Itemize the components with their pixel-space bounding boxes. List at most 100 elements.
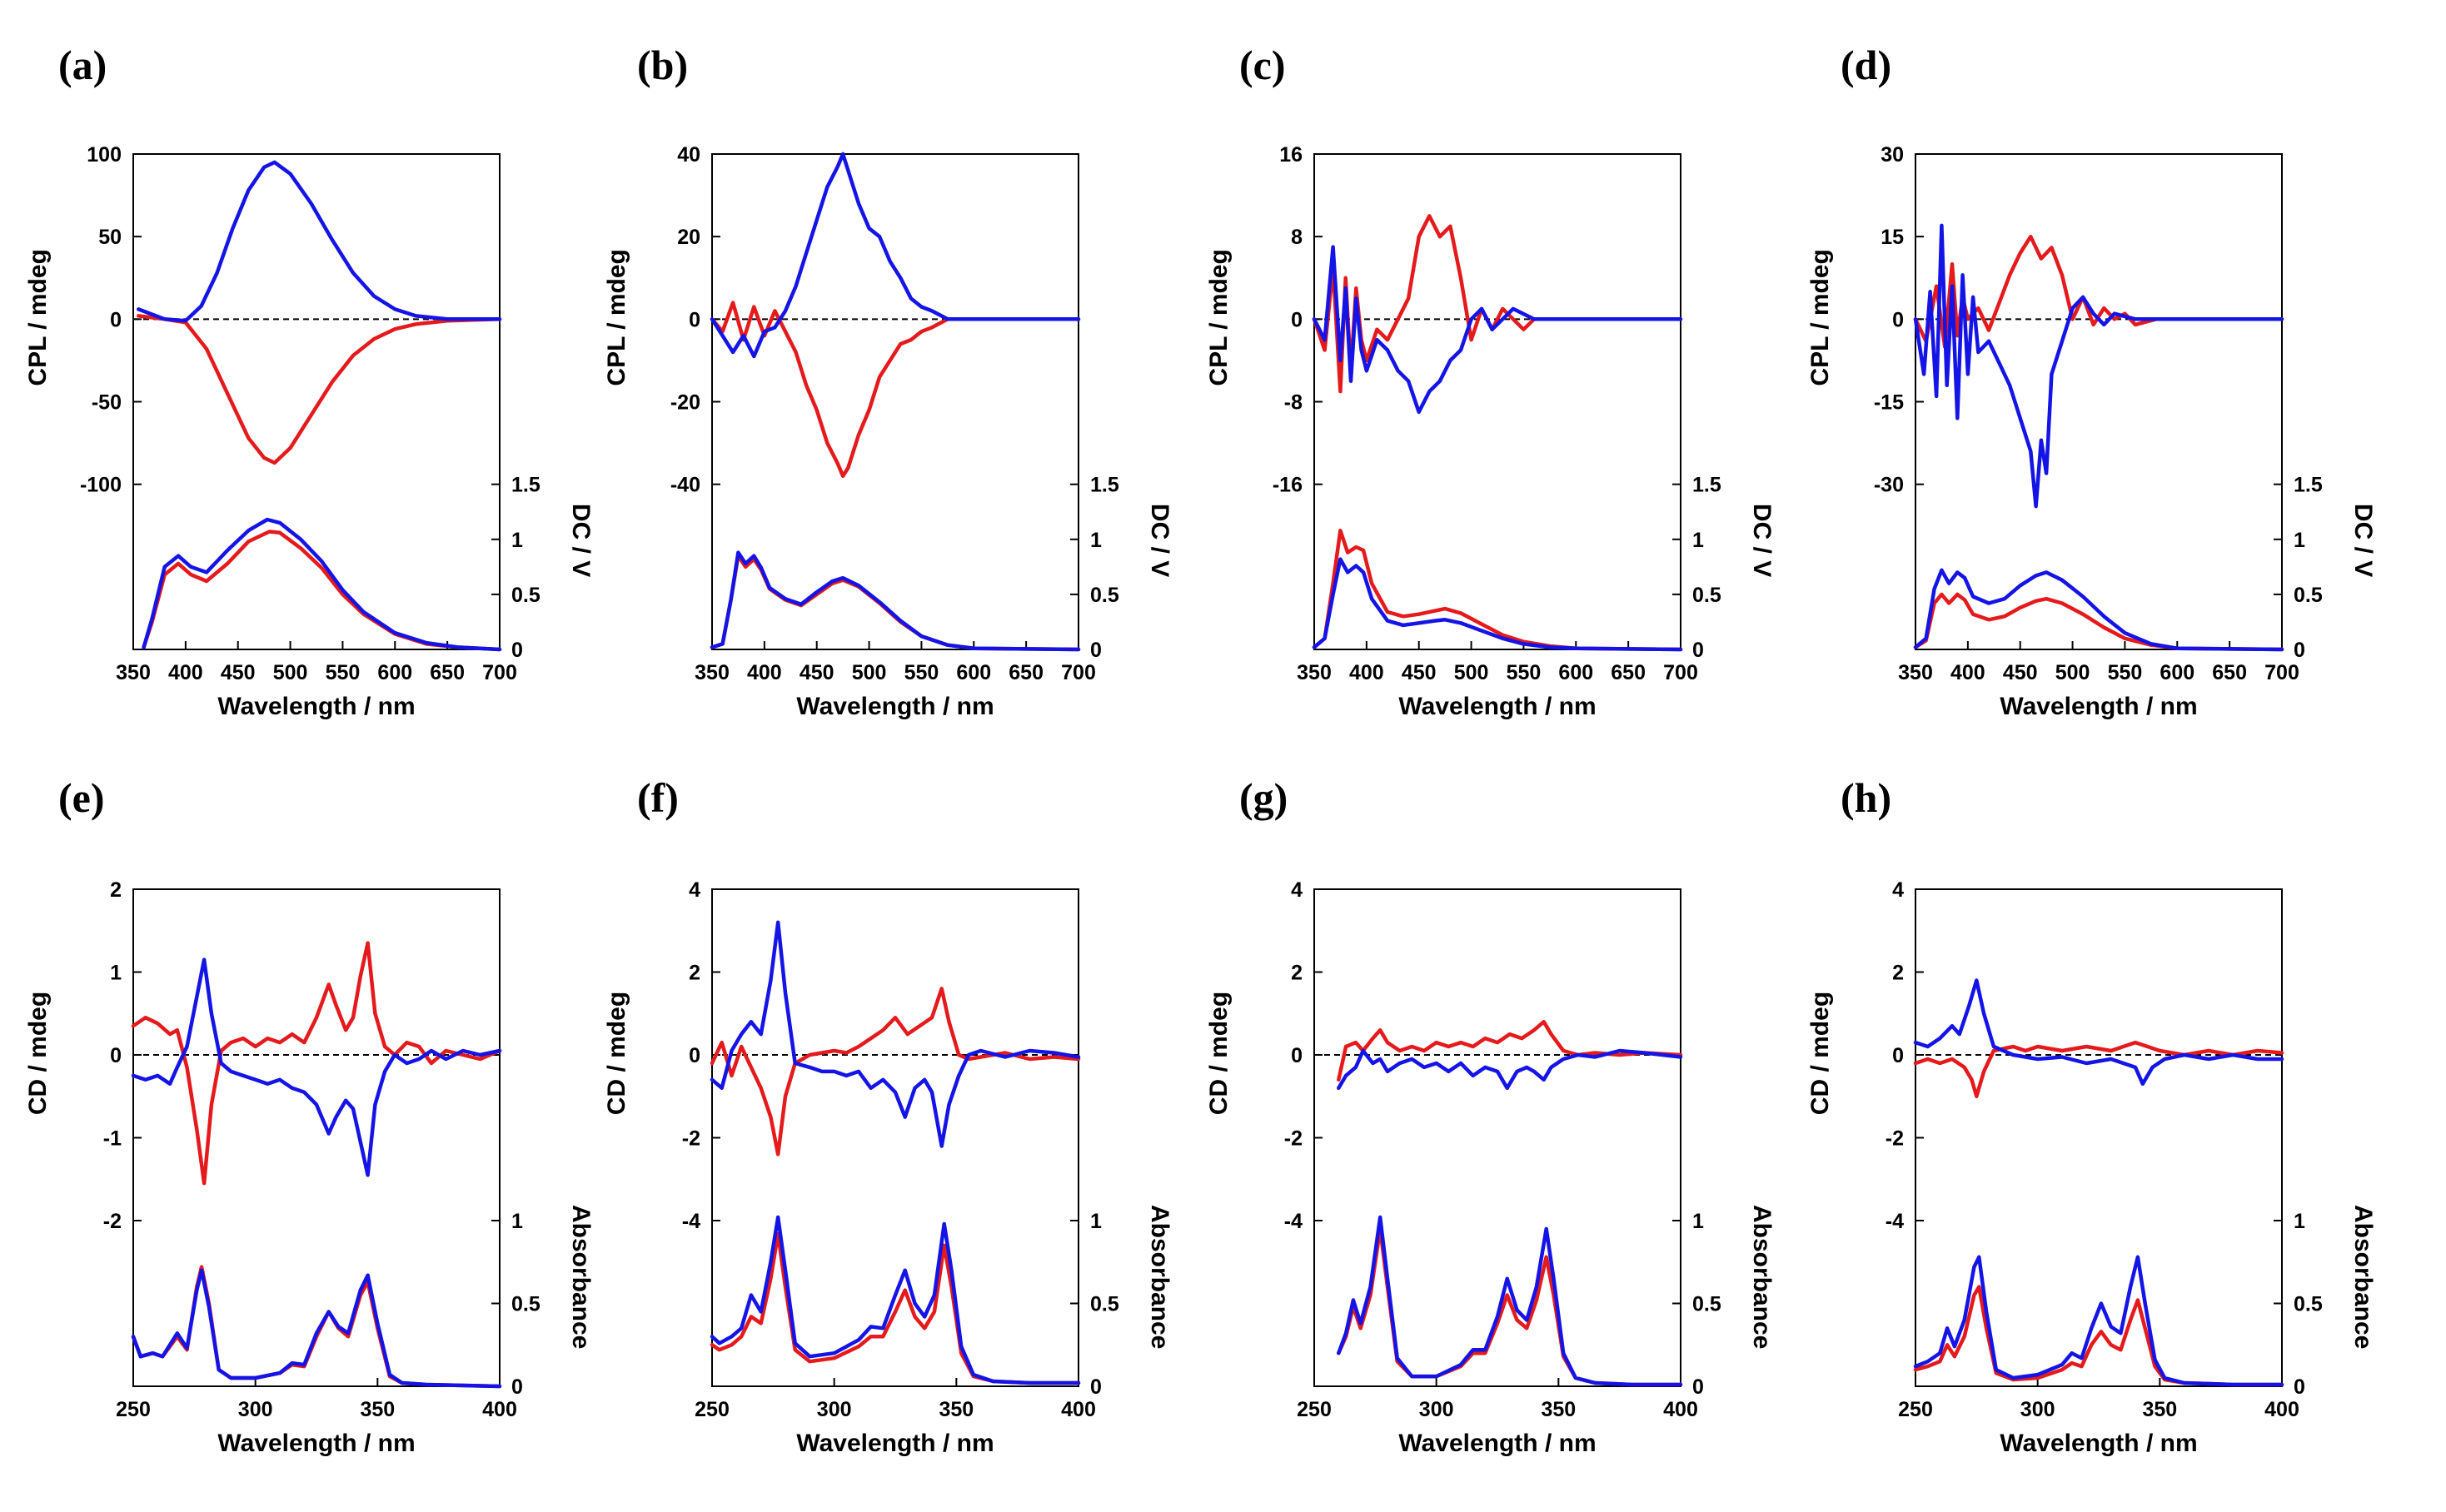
y-axis-label: CD / mdeg [1806,992,1834,1115]
absorbance-red-series-line [1913,592,2284,652]
y2-tick-label: 0 [2294,1375,2305,1399]
panel-f: (f) 250 300 350 400 4 2 0 -2 -4 1 0.5 0 Wavelength / … [603,774,1173,1457]
y2-tick-label: 1.5 [2294,474,2323,497]
absorbance-red-series-line [1913,1285,2284,1387]
x-tick-label: 600 [2160,661,2194,684]
y-tick-label: -2 [682,1127,700,1151]
y-tick-label: -30 [1874,474,1904,497]
y-tick-label: 0 [689,1044,700,1067]
signal-blue-series-line [1913,223,2284,509]
absorbance-blue-series-line [710,550,1081,652]
plot-frame [132,153,501,650]
absorbance-blue-series-line [1913,568,2284,652]
signal-red-series-line [710,301,1081,479]
panel-label: (g) [1239,774,1288,821]
x-tick-label: 350 [1898,661,1933,684]
y-tick-label: -40 [670,474,700,497]
x-tick-label: 400 [1663,1398,1698,1421]
x-tick-label: 400 [1950,661,1985,684]
y2-axis-label: Absorbance [567,1205,595,1349]
x-tick-label: 550 [326,661,361,684]
y-tick-label: 16 [1279,143,1303,167]
x-tick-label: 300 [817,1398,852,1421]
y2-tick-label: 1.5 [1692,474,1721,497]
absorbance-red-series-line [142,530,502,652]
x-tick-label: 400 [482,1398,517,1421]
y-tick-label: -4 [682,1210,700,1233]
x-tick-label: 700 [1663,661,1698,684]
y-tick-label: 4 [1892,878,1904,902]
y2-tick-label: 0 [2294,639,2305,662]
x-tick-label: 250 [695,1398,730,1421]
plot-frame [132,888,501,1387]
x-tick-label: 600 [377,661,412,684]
y-axis-label: CPL / mdeg [1806,249,1834,385]
panel-c: (c) 350 400 450 500 550 600 650 700 16 8 0 -8 -16 1.5 1… [1205,42,1776,720]
signal-red-series-line [710,987,1081,1156]
x-tick-label: 400 [747,661,782,684]
x-tick-label: 450 [1402,661,1437,684]
y-tick-label: 1 [110,962,122,985]
y-tick-label: -2 [103,1210,122,1233]
signal-red-series-line [137,314,502,465]
x-tick-label: 650 [1009,661,1044,684]
x-tick-label: 300 [1419,1398,1454,1421]
x-tick-label: 300 [2020,1398,2055,1421]
y2-axis-label: Absorbance [1748,1205,1776,1349]
signal-blue-series-line [131,957,502,1177]
x-tick-label: 650 [1611,661,1646,684]
y-axis-label: CPL / mdeg [1205,249,1233,385]
y2-tick-label: 0 [511,1375,523,1399]
x-tick-label: 250 [116,1398,151,1421]
y2-tick-label: 0 [511,639,523,662]
absorbance-red-series-line [131,1265,502,1389]
y-tick-label: 2 [1892,962,1904,985]
panel-label: (d) [1841,42,1891,88]
y2-tick-label: 1 [1090,1210,1102,1233]
x-tick-label: 400 [2264,1398,2299,1421]
signal-blue-series-line [1337,1048,1683,1091]
y2-tick-label: 1 [2294,1210,2305,1233]
absorbance-blue-series-line [142,517,502,652]
absorbance-blue-series-line [1337,1215,1683,1387]
y-axis-label: CD / mdeg [603,992,630,1115]
y-tick-label: 50 [98,226,122,249]
absorbance-blue-series-line [1913,1255,2284,1387]
y2-tick-label: 1 [511,529,523,552]
y2-tick-label: 0.5 [1090,584,1119,607]
y2-axis-label: DC / V [1146,504,1173,577]
y-tick-label: 0 [110,308,122,331]
y2-axis-label: DC / V [2349,504,2377,577]
y2-tick-label: 0 [1692,1375,1704,1399]
y2-tick-label: 1 [1692,1210,1704,1233]
x-tick-label: 400 [168,661,203,684]
signal-blue-series-line [1312,245,1683,415]
x-tick-label: 250 [1898,1398,1933,1421]
x-axis-label: Wavelength / nm [1398,693,1596,720]
signal-blue-series-line [1913,978,2284,1087]
y-tick-label: -2 [1886,1127,1904,1151]
x-tick-label: 450 [2003,661,2038,684]
y2-tick-label: 1.5 [511,474,541,497]
x-tick-label: 350 [695,661,730,684]
y2-tick-label: 0 [1692,639,1704,662]
y-axis-label: CPL / mdeg [24,249,52,385]
y2-tick-label: 0.5 [511,584,541,607]
y-tick-label: -50 [92,391,122,415]
y-tick-label: -4 [1284,1210,1303,1233]
x-tick-label: 550 [904,661,939,684]
y2-axis-label: DC / V [1748,504,1776,577]
panel-h: (h) 250 300 350 400 4 2 0 -2 -4 1 0.5 0 Wavelength / … [1806,774,2377,1457]
y-tick-label: 8 [1291,226,1303,249]
y-tick-label: 2 [110,878,122,902]
y-tick-label: 2 [689,962,700,985]
x-tick-label: 350 [1297,661,1332,684]
x-tick-label: 450 [221,661,256,684]
y-tick-label: -16 [1273,474,1303,497]
y-axis-label: CD / mdeg [24,992,52,1115]
x-tick-label: 350 [116,661,151,684]
y-axis-label: CPL / mdeg [603,249,630,385]
x-tick-label: 400 [1349,661,1384,684]
x-tick-label: 500 [2055,661,2090,684]
plot-frame [1915,153,2283,650]
